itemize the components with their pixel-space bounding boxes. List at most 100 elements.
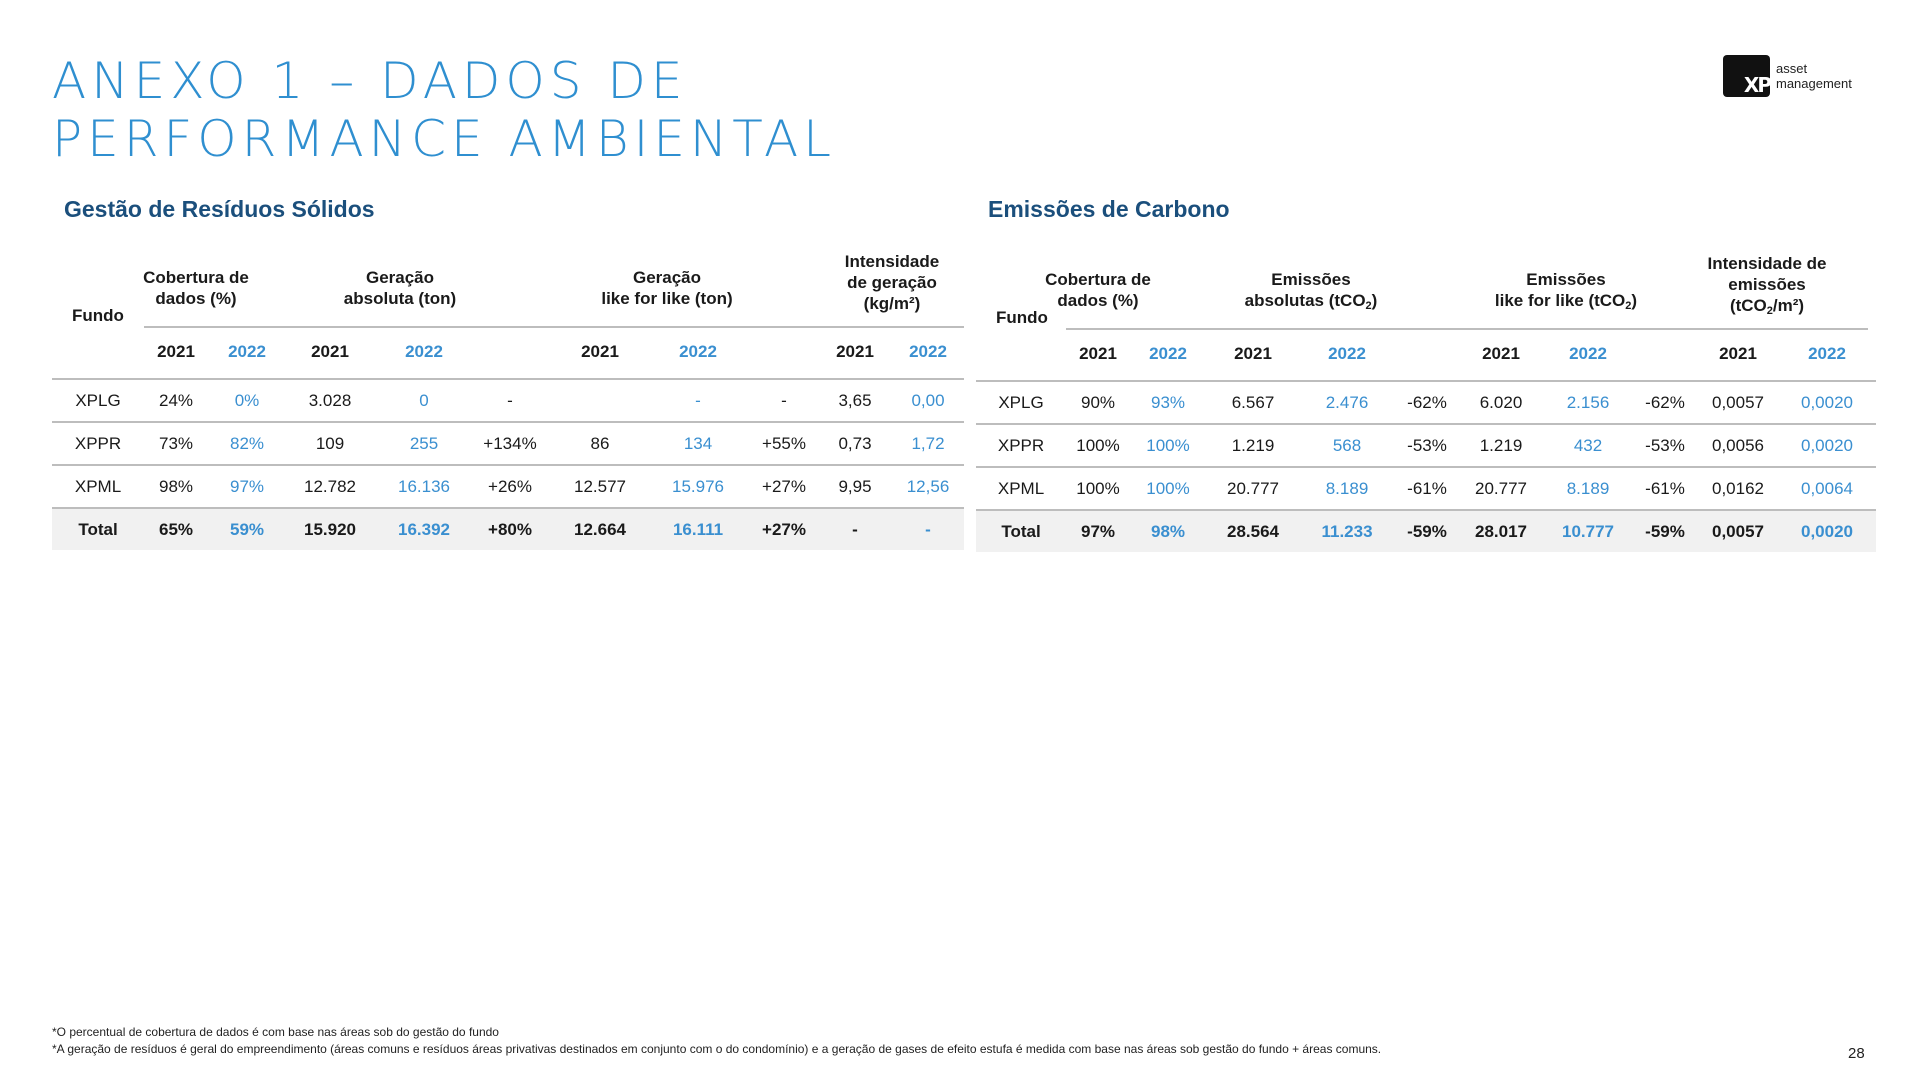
table-row: XPLG 90% 93% 6.567 2.476 -62% 6.020 2.156 -62% 0,… [976,380,1876,423]
group-header-coverage: Cobertura de dados (%) [1044,252,1152,328]
table-cell-lfl22: 432 [1573,436,1603,455]
table-cell-lfl22: 134 [683,434,713,453]
carbon-table-body: XPLG 90% 93% 6.567 2.476 -62% 6.020 2.156 -62% 0,… [976,380,1876,552]
group-header-line: Geração [632,268,702,287]
year-2021: 2021 [311,342,349,361]
year-2021: 2021 [157,342,195,361]
page-title-line1: ANEXO 1 – DADOS DE [52,52,688,110]
table-cell-lfl22: 10.777 [1562,522,1614,541]
table-cell-cob21: 65% [158,520,194,539]
table-cell-lflvar: -53% [1645,436,1685,455]
table-cell-abs21: 15.920 [304,520,356,539]
year-2022: 2022 [228,342,266,361]
table-cell-int22: 12,56 [906,477,950,496]
year-2021: 2021 [1719,344,1757,363]
table-cell-cob21: 90% [1080,393,1116,412]
table-cell-int21: 0,0056 [1712,436,1764,455]
group-header-line: /m²) [1772,295,1805,315]
table-cell-int21: 0,0057 [1712,522,1764,541]
group-header-line: Emissões [1271,270,1351,289]
table-cell-int21: 3,65 [838,391,872,410]
waste-table: Fundo Cobertura de dados (%) Geração absol… [52,250,964,550]
year-2022: 2022 [405,342,443,361]
table-cell-cob21: 98% [158,477,194,496]
year-2021: 2021 [1079,344,1117,363]
table-cell-absvar: -61% [1407,479,1447,498]
fund-name-cell: XPLG [998,393,1044,412]
table-cell-cob22: 93% [1150,393,1186,412]
table-cell-lfl21: 12.664 [574,520,626,539]
table-cell-lflvar: +27% [762,520,806,539]
fund-name-cell: XPPR [74,434,122,453]
table-cell-cob22: 100% [1146,479,1190,498]
group-header-line: like for like (tCO [1494,291,1626,310]
group-header-line: Geração [365,268,435,287]
table-cell-int22: 0,0020 [1801,393,1853,412]
table-cell-int21: 9,95 [838,477,872,496]
table-cell-abs22: 11.233 [1321,522,1373,541]
year-header-row: 2021 2022 2021 2022 2021 2022 2021 2022 [976,328,1876,380]
table-cell-cob21: 97% [1080,522,1116,541]
table-cell-lfl21: 12.577 [574,477,626,496]
table-cell-cob22: 82% [229,434,265,453]
group-header-absolute: Emissões absolutas (tCO2) [1226,252,1396,328]
table-cell-absvar: - [507,391,513,410]
year-2021: 2021 [1234,344,1272,363]
table-cell-abs22: 568 [1332,436,1362,455]
xp-logo-icon: XP [1723,55,1772,97]
table-cell-lfl22: 8.189 [1566,479,1610,498]
footnote: *O percentual de cobertura de dados é co… [52,1025,499,1039]
year-header-row: 2021 2022 2021 2022 2021 2022 2021 2022 [52,326,964,378]
table-row: XPML 100% 100% 20.777 8.189 -61% 20.777 8.189 -6… [976,466,1876,509]
table-cell-lflvar: -62% [1645,393,1685,412]
table-cell-abs21: 1.219 [1231,436,1275,455]
group-header-line: Emissões [1526,270,1606,289]
table-cell-int22: 0,0064 [1801,479,1853,498]
table-row: XPPR 100% 100% 1.219 568 -53% 1.219 432 -53% 0,00… [976,423,1876,466]
table-cell-cob21: 73% [158,434,194,453]
table-cell-cob22: 98% [1150,522,1186,541]
group-header-line: emissões [1728,274,1806,294]
group-header-line: absoluta (ton) [343,289,457,308]
table-cell-lflvar: +27% [762,477,806,496]
table-cell-int22: 1,72 [911,434,945,453]
table-cell-cob22: 100% [1146,436,1190,455]
table-cell-absvar: +134% [483,434,537,453]
table-cell-cob22: 59% [229,520,265,539]
page-title-line2: PERFORMANCE AMBIENTAL [52,110,837,168]
waste-table-body: XPLG 24% 0% 3.028 0 - - - 3,65 0,00 XPPR 73% 82% 109 2… [52,378,964,550]
table-cell-abs22: 2.476 [1325,393,1369,412]
table-row: XPPR 73% 82% 109 255 +134% 86 134 +55% 0,73 1,72 [52,421,964,464]
header-divider [1066,328,1868,330]
table-cell-lfl21: 20.777 [1475,479,1527,498]
logo-text-line2: management [1776,76,1852,91]
page-number: 28 [1848,1045,1865,1062]
year-2021: 2021 [836,342,874,361]
group-header-line: Cobertura de [143,268,249,287]
fund-name-cell: XPPR [997,436,1045,455]
table-cell-lfl22: - [695,391,701,410]
group-header-line: ) [1631,291,1638,310]
table-cell-cob21: 24% [158,391,194,410]
fundo-header: Fundo [72,306,124,325]
table-cell-abs22: 8.189 [1325,479,1369,498]
table-cell-int22: 0,00 [911,391,945,410]
logo-mark: XP [1743,73,1772,97]
table-cell-lfl21: 86 [590,434,610,453]
table-cell-abs21: 20.777 [1227,479,1279,498]
table-cell-lflvar: -61% [1645,479,1685,498]
group-header-line: de geração [847,272,937,292]
table-cell-abs21: 28.564 [1227,522,1279,541]
table-cell-int21: - [852,520,858,539]
table-cell-abs21: 6.567 [1231,393,1275,412]
year-2022: 2022 [1328,344,1366,363]
header-divider [144,326,964,328]
table-group-header: Fundo Cobertura de dados (%) Emissões abso… [976,252,1876,330]
table-cell-absvar: -59% [1407,522,1447,541]
group-header-line: (tCO [1729,295,1767,315]
subscript: 2 [1365,300,1372,312]
group-header-line: Intensidade [844,251,940,271]
table-cell-int21: 0,0057 [1712,393,1764,412]
table-cell-absvar: -62% [1407,393,1447,412]
table-total-row: Total 65% 59% 15.920 16.392 +80% 12.664 16.111 +… [52,507,964,550]
